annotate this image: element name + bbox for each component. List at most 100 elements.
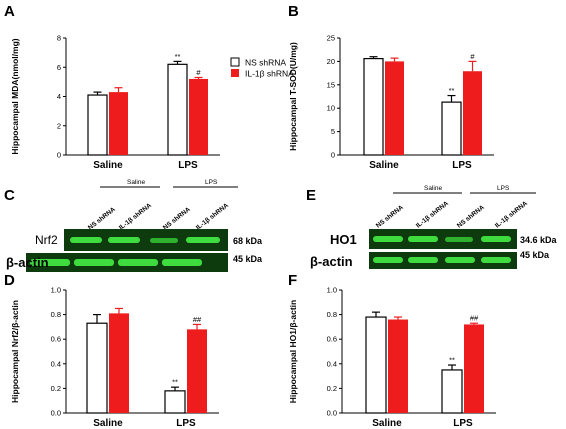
blot-e-ho1-strip [369,229,517,249]
significance-marker: ** [449,356,455,365]
panel-letter-a: A [4,3,15,20]
y-axis-label: Hippocampal HO1/β-actin [288,300,298,403]
bar [441,101,462,156]
band [408,236,438,242]
y-axis-label: Hippocampal MDA(nmol/mg) [10,38,20,154]
y-tick-label: 0.2 [327,384,337,393]
blot-c-condition-saline: Saline [127,179,145,186]
blot-e-actin-strip [369,252,517,269]
blot-c-nrf2-bands [70,237,220,243]
legend-label-il1b-shrna: IL-1β shRNA [245,69,294,79]
y-tick-label: 1.0 [51,286,61,295]
panel-letter-b: B [288,3,299,20]
significance-marker: ** [449,86,455,95]
blot-e-lane-label: NS shRNA [456,204,486,230]
bar [363,57,384,156]
band [150,238,178,243]
y-tick-label: 1.0 [327,286,337,295]
chart-panel-b: 0 5 10 15 20 25 Hippocampal T-SOD(U/mg) Saline *… [288,34,494,171]
y-tick-label: 0 [331,151,335,160]
x-category-label: Saline [372,418,402,429]
legend: NS shRNA IL-1β shRNA [230,57,294,79]
y-tick-label: 10 [327,104,335,113]
band [373,257,403,263]
bar [365,316,387,414]
y-tick-label: 0 [57,151,61,160]
x-category-label: Saline [369,160,399,171]
band [481,257,511,263]
y-axis-label: Hippocampal T-SOD(U/mg) [288,42,298,151]
significance-marker: ## [193,315,202,324]
y-tick-label: 25 [327,34,335,43]
blot-c-protein-nrf2: Nrf2 [35,233,58,247]
y-tick-label: 0.8 [51,310,61,319]
bar [187,329,207,413]
bar [86,322,108,414]
blot-e-protein-actin: β-actin [310,254,353,269]
bar [109,313,129,413]
x-category-label: LPS [452,160,472,171]
blot-c-nrf2-strip [64,229,228,251]
band [445,237,473,242]
blot-c-size-actin: 45 kDa [233,254,263,264]
x-category-label: LPS [176,418,196,429]
panel-letter-c: C [4,187,15,204]
legend-label-ns-shrna: NS shRNA [245,58,286,68]
western-blot-c: Saline LPS NS shRNA IL-1β shRNA NS shRNA… [6,179,263,272]
blot-e-lane-label: NS shRNA [375,204,405,230]
blot-e-ho1-bands [373,236,511,242]
x-category-label: Saline [93,160,123,171]
band [30,259,70,266]
band [481,236,511,242]
band [373,236,403,242]
bar [87,94,108,156]
western-blot-e: Saline LPS NS shRNA IL-1β shRNA NS shRNA… [310,185,558,269]
legend-swatch-ns-shrna [230,57,240,67]
blot-e-lane-label: IL-1β shRNA [415,200,450,230]
panel-letter-e: E [306,187,316,204]
y-tick-label: 5 [331,127,335,136]
bar [167,63,188,156]
band [445,257,475,263]
significance-marker: ** [172,378,178,387]
chart-panel-a: 0 2 4 6 8 Hippocampal MDA(nmol/mg) Saline ** # LP… [10,34,220,171]
y-tick-label: 6 [57,63,61,72]
y-tick-label: 2 [57,121,61,130]
blot-c-protein-actin: β-actin [6,255,49,270]
blot-c-lane-label: NS shRNA [162,206,192,232]
y-tick-label: 20 [327,57,335,66]
blot-c-lane-label: IL-1β shRNA [195,202,230,232]
blot-e-condition-lps: LPS [497,185,510,192]
y-tick-label: 4 [57,92,61,101]
band [74,259,114,266]
significance-marker: # [196,68,201,77]
bar [164,390,186,414]
blot-c-size-nrf2: 68 kDa [233,236,263,246]
band [408,257,438,263]
y-tick-label: 0.6 [51,335,61,344]
chart-panel-d: 0.0 0.2 0.4 0.6 0.8 1.0 Hippocampal Nrf2/β-act… [10,286,219,429]
x-category-label: Saline [93,418,123,429]
band [186,237,220,243]
band [108,237,140,243]
bar [463,71,482,155]
significance-marker: ** [175,52,181,61]
y-tick-label: 0.4 [51,359,61,368]
blot-e-size-actin: 45 kDa [520,250,550,260]
y-tick-label: 8 [57,34,61,43]
blot-c-lane-label: IL-1β shRNA [118,202,153,232]
blot-c-lane-label: NS shRNA [87,206,117,232]
y-axis-label: Hippocampal Nrf2/β-actin [10,300,20,403]
band [162,259,202,266]
panel-letter-d: D [4,272,15,289]
legend-swatch-il1b-shrna [231,69,239,77]
blot-e-condition-saline: Saline [424,185,442,192]
blot-e-lane-label: IL-1β shRNA [494,200,529,230]
blot-e-size-ho1: 34.6 kDa [520,235,558,245]
y-tick-label: 0.2 [51,384,61,393]
blot-c-condition-lps: LPS [205,179,218,186]
y-tick-label: 0.0 [51,409,61,418]
blot-c-actin-bands [30,259,202,266]
band [118,259,158,266]
